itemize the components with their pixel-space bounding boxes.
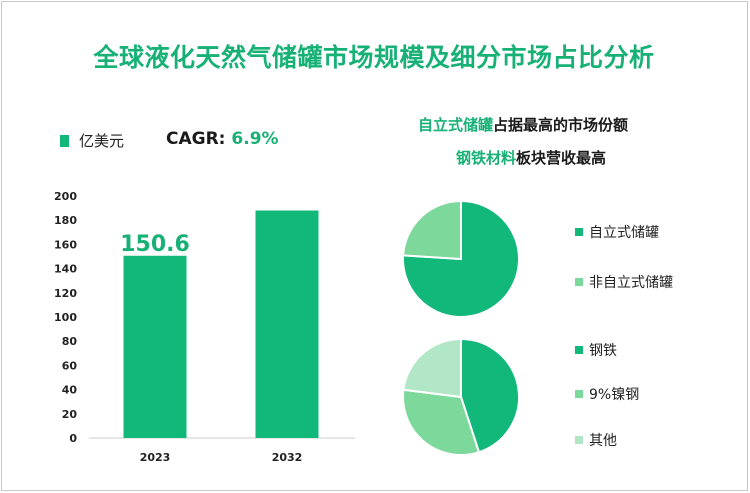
- legend-label: 非自立式储罐: [589, 275, 673, 291]
- x-tick-label: 2023: [140, 451, 171, 464]
- legend-swatch: [575, 436, 583, 444]
- y-tick-label: 0: [69, 432, 77, 445]
- legend-swatch: [575, 228, 583, 236]
- pie2-slice-1: [460, 337, 520, 454]
- pie1-note-text: 占据最高的市场份额: [493, 116, 629, 134]
- legend-label: 钢铁: [589, 343, 617, 359]
- pie2-note: 钢铁材料板块营收最高: [456, 147, 606, 168]
- y-tick-label: 120: [54, 287, 77, 300]
- pie1-legend-item: 自立式储罐: [575, 222, 659, 242]
- legend-swatch: [575, 278, 583, 286]
- bar-data-label: 150.6: [120, 232, 190, 257]
- y-tick-label: 60: [62, 359, 78, 372]
- bar-legend-swatch: [60, 134, 69, 147]
- y-tick-label: 140: [54, 263, 77, 276]
- bar-legend-label: 亿美元: [79, 132, 125, 150]
- pie1-note: 自立式储罐占据最高的市场份额: [418, 114, 628, 135]
- legend-swatch: [575, 390, 583, 398]
- cagr-value: 6.9%: [231, 129, 279, 149]
- y-tick-label: 20: [62, 408, 78, 421]
- cagr-text: CAGR:: [166, 129, 232, 149]
- pie1-note-highlight: 自立式储罐: [418, 116, 494, 134]
- page-title: 全球液化天然气储罐市场规模及细分市场占比分析: [93, 43, 655, 72]
- legend-swatch: [575, 346, 583, 354]
- pie1-legend-item: 非自立式储罐: [575, 272, 673, 292]
- legend-label: 其他: [589, 433, 617, 449]
- legend-label: 9%镍钢: [589, 387, 640, 403]
- pie2-slice-3: [402, 337, 462, 399]
- cagr-label: CAGR: 6.9%: [166, 129, 279, 149]
- y-tick-label: 200: [54, 190, 77, 203]
- y-tick-label: 80: [62, 335, 78, 348]
- y-tick-label: 40: [62, 384, 78, 397]
- pie1-slice-2: [402, 199, 462, 261]
- legend-label: 自立式储罐: [589, 225, 659, 241]
- pie2-note-text: 板块营收最高: [516, 149, 607, 167]
- bar-2032: [255, 210, 319, 438]
- pie2-legend-item: 钢铁: [575, 340, 617, 360]
- y-tick-label: 100: [54, 311, 77, 324]
- pie2-slice-2: [402, 388, 481, 456]
- y-tick-label: 160: [54, 238, 77, 251]
- pie2-legend-item: 9%镍钢: [575, 384, 639, 404]
- pie2-note-highlight: 钢铁材料: [456, 149, 517, 167]
- bar-legend: 亿美元: [60, 130, 124, 151]
- pie2-legend-item: 其他: [575, 430, 617, 450]
- bar-2023: [123, 255, 187, 438]
- y-tick-label: 180: [54, 214, 77, 227]
- x-tick-label: 2032: [272, 451, 303, 464]
